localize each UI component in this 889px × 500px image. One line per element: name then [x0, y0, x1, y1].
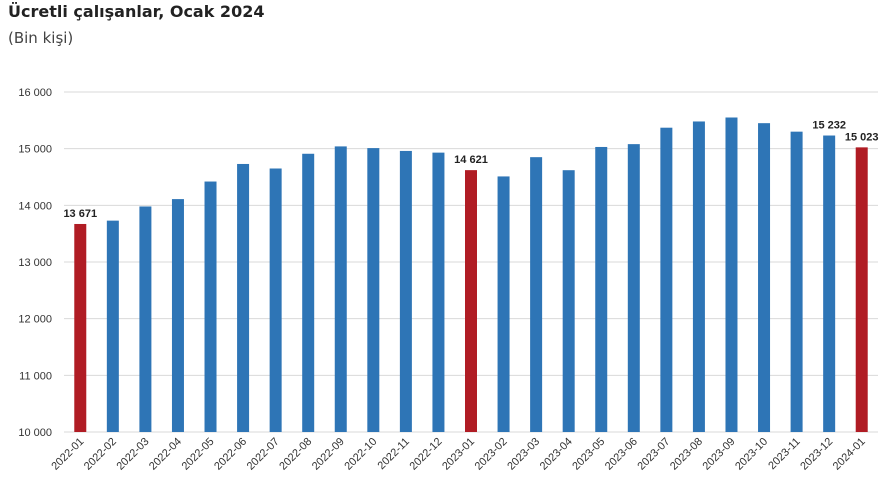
- bar: [562, 170, 575, 432]
- bar: [692, 121, 705, 432]
- bar: [790, 131, 803, 432]
- data-label: 15 023: [845, 131, 879, 143]
- gridlines: [64, 91, 878, 433]
- data-label: 13 671: [63, 208, 97, 220]
- data-label: 15 232: [812, 120, 846, 132]
- y-tick-label: 14 000: [18, 200, 52, 212]
- x-tick-label: 2023-09: [701, 436, 738, 473]
- x-tick-label: 2022-06: [212, 436, 249, 473]
- y-tick-label: 12 000: [18, 314, 52, 326]
- bar: [725, 117, 738, 432]
- bar: [497, 176, 510, 432]
- bar-highlight: [465, 170, 477, 433]
- x-tick-label: 2023-08: [668, 436, 705, 473]
- bar: [399, 150, 412, 432]
- x-tick-label: 2023-05: [570, 436, 607, 473]
- x-tick-label: 2022-10: [342, 436, 379, 473]
- y-tick-label: 10 000: [18, 427, 52, 439]
- x-tick-label: 2022-09: [310, 436, 347, 473]
- x-tick-label: 2023-10: [733, 436, 770, 473]
- bar: [660, 127, 673, 432]
- x-tick-label: 2022-03: [114, 436, 151, 473]
- bar: [627, 144, 640, 432]
- bar: [204, 181, 217, 432]
- data-label: 14 621: [454, 154, 488, 166]
- x-tick-label: 2023-04: [538, 436, 575, 473]
- x-tick-label: 2022-01: [49, 436, 86, 473]
- bar: [367, 148, 380, 432]
- bar-highlight: [74, 223, 87, 432]
- bar: [530, 157, 543, 432]
- bar-highlight: [855, 147, 868, 432]
- x-tick-label: 2023-11: [766, 436, 802, 472]
- x-tick-label: 2024-01: [831, 436, 868, 473]
- bar: [823, 135, 836, 432]
- y-tick-label: 16 000: [18, 87, 52, 99]
- bar: [302, 153, 315, 432]
- x-tick-label: 2023-12: [798, 436, 835, 473]
- bar: [106, 220, 119, 432]
- bar: [432, 152, 445, 432]
- x-tick-label: 2022-08: [277, 436, 314, 473]
- x-axis: 2022-012022-022022-032022-042022-052022-…: [49, 436, 867, 473]
- bar: [139, 206, 152, 432]
- x-tick-label: 2022-12: [408, 436, 445, 473]
- x-tick-label: 2022-04: [147, 436, 184, 473]
- bar: [595, 146, 608, 432]
- bar: [237, 163, 250, 432]
- bar: [171, 199, 184, 432]
- x-tick-label: 2022-07: [245, 436, 282, 473]
- bar: [758, 123, 771, 433]
- y-axis: 10 000 11 000 12 000 13 000 14 000 15 000 16 0…: [18, 87, 52, 439]
- chart-title: Ücretli çalışanlar, Ocak 2024: [8, 2, 265, 21]
- chart-subtitle: (Bin kişi): [8, 29, 74, 47]
- y-tick-label: 15 000: [18, 144, 52, 156]
- bar: [269, 168, 282, 432]
- x-tick-label: 2022-02: [82, 436, 119, 473]
- bars: [74, 117, 868, 433]
- x-tick-label: 2023-06: [603, 436, 640, 473]
- x-tick-label: 2023-03: [505, 436, 542, 473]
- x-tick-label: 2023-01: [440, 436, 477, 473]
- y-tick-label: 13 000: [18, 257, 52, 269]
- bar: [334, 146, 347, 432]
- y-tick-label: 11 000: [19, 370, 52, 382]
- x-tick-label: 2022-05: [180, 436, 217, 473]
- x-tick-label: 2023-02: [473, 436, 510, 473]
- x-tick-label: 2022-11: [376, 436, 412, 472]
- x-tick-label: 2023-07: [635, 436, 672, 473]
